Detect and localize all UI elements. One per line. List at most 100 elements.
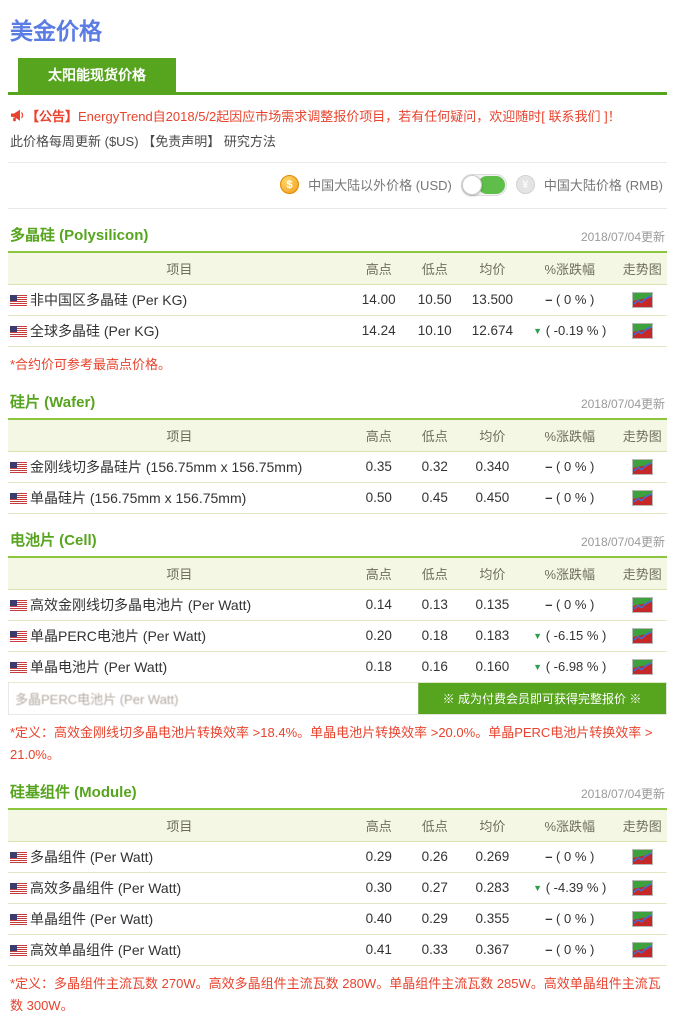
col-header-avg: 均价 xyxy=(462,417,522,452)
locked-item-label: 多晶PERC电池片 (Per Watt) xyxy=(9,682,418,714)
table-row: 单晶组件 (Per Watt) 0.40 0.29 0.355 – ( 0 % … xyxy=(8,903,667,935)
item-label: 金刚线切多晶硅片 (156.75mm x 156.75mm) xyxy=(30,458,303,475)
change-marker: ▼ xyxy=(533,662,543,673)
change-marker: – xyxy=(545,490,553,506)
item-label: 多晶组件 (Per Watt) xyxy=(30,848,154,865)
table-row: 高效多晶组件 (Per Watt) 0.30 0.27 0.283 ▼ ( -4… xyxy=(8,872,667,904)
high-value: 0.14 xyxy=(350,589,407,621)
divider xyxy=(8,161,667,163)
col-header-avg: 均价 xyxy=(462,250,522,285)
tab-solar-spot-price[interactable]: 太阳能现货价格 xyxy=(18,58,176,92)
low-value: 10.50 xyxy=(406,284,463,316)
col-header-change: %涨跌幅 xyxy=(522,807,618,842)
change-marker: – xyxy=(545,942,553,958)
change-marker: – xyxy=(545,597,553,613)
col-header-high: 高点 xyxy=(350,555,407,590)
trend-chart-icon[interactable] xyxy=(631,323,653,340)
section-polysilicon: 多晶硅 (Polysilicon) 2018/07/04更新 项目 高点 低点 … xyxy=(8,224,667,376)
high-value: 14.24 xyxy=(350,315,407,347)
meta-line: 此价格每周更新 ($US) 【免责声明】 研究方法 xyxy=(10,131,665,150)
trend-chart-icon[interactable] xyxy=(631,880,653,897)
usa-flag-icon xyxy=(10,851,27,863)
low-value: 10.10 xyxy=(406,315,463,347)
divider xyxy=(8,207,667,209)
avg-value: 0.135 xyxy=(462,589,522,621)
trend-chart-icon[interactable] xyxy=(631,490,653,507)
usa-flag-icon xyxy=(10,944,27,956)
col-header-change: %涨跌幅 xyxy=(522,417,618,452)
trend-chart-icon[interactable] xyxy=(631,292,653,309)
high-value: 0.30 xyxy=(350,872,407,904)
col-header-item: 项目 xyxy=(8,250,351,285)
low-value: 0.45 xyxy=(406,482,463,514)
col-header-item: 项目 xyxy=(8,807,351,842)
trend-chart-icon[interactable] xyxy=(631,628,653,645)
trend-chart-icon[interactable] xyxy=(631,459,653,476)
high-value: 0.35 xyxy=(350,451,407,483)
col-header-high: 高点 xyxy=(350,250,407,285)
avg-value: 0.283 xyxy=(462,872,522,904)
item-label: 非中国区多晶硅 (Per KG) xyxy=(30,291,188,308)
change-value: ▼ ( -6.15 % ) xyxy=(522,620,618,652)
toggle-track xyxy=(477,175,505,194)
avg-value: 0.160 xyxy=(462,651,522,683)
col-header-low: 低点 xyxy=(406,417,463,452)
low-value: 0.26 xyxy=(406,841,463,873)
section-note: *合约价可参考最高点价格。 xyxy=(10,356,172,372)
usa-flag-icon xyxy=(10,913,27,925)
price-table-wafer: 项目 高点 低点 均价 %涨跌幅 走势图 金刚线切多晶硅片 (156.75mm … xyxy=(8,417,667,514)
change-marker: – xyxy=(545,911,553,927)
usa-flag-icon xyxy=(10,661,27,673)
item-label: 单晶电池片 (Per Watt) xyxy=(30,658,168,675)
usa-flag-icon xyxy=(10,294,27,306)
price-table-polysilicon: 项目 高点 低点 均价 %涨跌幅 走势图 非中国区多晶硅 (Per KG) 14… xyxy=(8,250,667,347)
contact-link[interactable]: [ 联系我们 ] xyxy=(541,109,608,124)
item-label: 单晶PERC电池片 (Per Watt) xyxy=(30,627,207,644)
table-row: 单晶PERC电池片 (Per Watt) 0.20 0.18 0.183 ▼ (… xyxy=(8,620,667,652)
col-header-avg: 均价 xyxy=(462,555,522,590)
change-marker: ▼ xyxy=(533,883,543,894)
section-updated: 2018/07/04更新 xyxy=(580,786,665,801)
low-value: 0.33 xyxy=(406,934,463,966)
avg-value: 13.500 xyxy=(462,284,522,316)
announcement-tag: 【公告】 xyxy=(26,109,79,124)
trend-chart-icon[interactable] xyxy=(631,597,653,614)
trend-chart-icon[interactable] xyxy=(631,942,653,959)
section-updated: 2018/07/04更新 xyxy=(580,229,665,244)
col-header-change: %涨跌幅 xyxy=(522,250,618,285)
item-label: 全球多晶硅 (Per KG) xyxy=(30,322,160,339)
table-row: 非中国区多晶硅 (Per KG) 14.00 10.50 13.500 – ( … xyxy=(8,284,667,316)
tab-bar: 太阳能现货价格 xyxy=(8,58,667,95)
high-value: 0.18 xyxy=(350,651,407,683)
table-header-row: 项目 高点 低点 均价 %涨跌幅 走势图 xyxy=(8,807,667,842)
table-row: 单晶电池片 (Per Watt) 0.18 0.16 0.160 ▼ ( -6.… xyxy=(8,651,667,683)
trend-chart-icon[interactable] xyxy=(631,911,653,928)
update-frequency-note: 此价格每周更新 ($US) xyxy=(10,133,139,149)
table-row: 金刚线切多晶硅片 (156.75mm x 156.75mm) 0.35 0.32… xyxy=(8,451,667,483)
table-row: 单晶硅片 (156.75mm x 156.75mm) 0.50 0.45 0.4… xyxy=(8,482,667,514)
toggle-knob[interactable] xyxy=(461,174,482,195)
membership-cta-button[interactable]: ※ 成为付费会员即可获得完整报价 ※ xyxy=(418,682,666,714)
avg-value: 0.355 xyxy=(462,903,522,935)
high-value: 0.20 xyxy=(350,620,407,652)
high-value: 0.29 xyxy=(350,841,407,873)
change-value: – ( 0 % ) xyxy=(522,903,618,935)
col-header-low: 低点 xyxy=(406,555,463,590)
usa-flag-icon xyxy=(10,461,27,473)
methodology-link[interactable]: 研究方法 xyxy=(223,133,276,149)
disclaimer-link[interactable]: 【免责声明】 xyxy=(142,133,221,149)
low-value: 0.18 xyxy=(406,620,463,652)
trend-chart-icon[interactable] xyxy=(631,849,653,866)
price-table-module: 项目 高点 低点 均价 %涨跌幅 走势图 多晶组件 (Per Watt) 0.2… xyxy=(8,807,667,966)
col-header-chart: 走势图 xyxy=(617,807,667,842)
high-value: 14.00 xyxy=(350,284,407,316)
col-header-high: 高点 xyxy=(350,417,407,452)
change-marker: – xyxy=(545,459,553,475)
table-header-row: 项目 高点 低点 均价 %涨跌幅 走势图 xyxy=(8,250,667,285)
currency-toggle[interactable] xyxy=(460,173,507,196)
section-note: *定义：高效金刚线切多晶电池片转换效率 >18.4%。单晶电池片转换效率 >20… xyxy=(10,724,653,762)
price-table-cell: 项目 高点 低点 均价 %涨跌幅 走势图 高效金刚线切多晶电池片 (Per Wa… xyxy=(8,555,667,683)
col-header-low: 低点 xyxy=(406,807,463,842)
table-header-row: 项目 高点 低点 均价 %涨跌幅 走势图 xyxy=(8,555,667,590)
trend-chart-icon[interactable] xyxy=(631,659,653,676)
